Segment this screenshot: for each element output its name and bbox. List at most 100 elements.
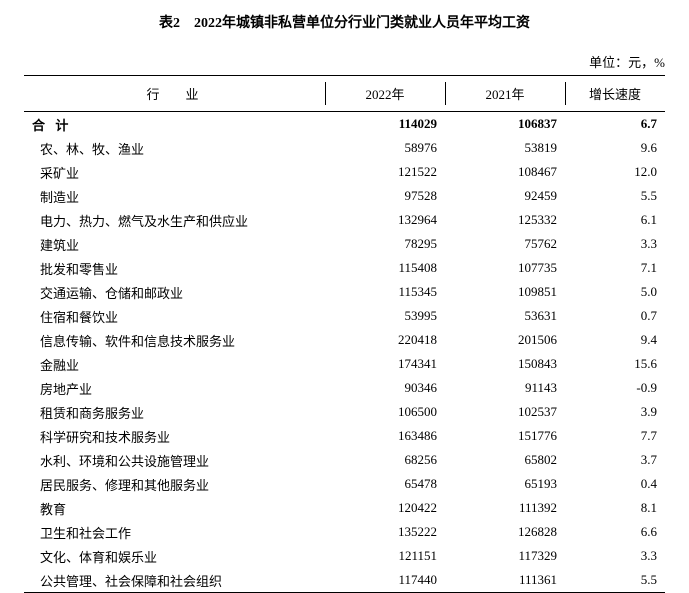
value-growth: 9.6	[565, 136, 665, 160]
value-2022: 53995	[325, 304, 445, 328]
industry-cell: 批发和零售业	[24, 256, 325, 280]
col-2021: 2021年	[445, 76, 565, 112]
table-row: 租赁和商务服务业1065001025373.9	[24, 400, 665, 424]
industry-cell: 居民服务、修理和其他服务业	[24, 472, 325, 496]
industry-cell: 电力、热力、燃气及水生产和供应业	[24, 208, 325, 232]
value-2022: 220418	[325, 328, 445, 352]
value-growth: 12.0	[565, 160, 665, 184]
value-growth: 3.3	[565, 232, 665, 256]
industry-cell: 公共管理、社会保障和社会组织	[24, 568, 325, 593]
value-growth: 3.7	[565, 448, 665, 472]
industry-cell: 卫生和社会工作	[24, 520, 325, 544]
value-2022: 97528	[325, 184, 445, 208]
table-row: 信息传输、软件和信息技术服务业2204182015069.4	[24, 328, 665, 352]
value-2021: 107735	[445, 256, 565, 280]
table-row: 住宿和餐饮业53995536310.7	[24, 304, 665, 328]
industry-cell: 水利、环境和公共设施管理业	[24, 448, 325, 472]
industry-cell: 金融业	[24, 352, 325, 376]
value-2021: 91143	[445, 376, 565, 400]
value-growth: 3.3	[565, 544, 665, 568]
value-2021: 75762	[445, 232, 565, 256]
value-growth: 6.1	[565, 208, 665, 232]
col-industry: 行业	[24, 76, 325, 112]
value-2021: 102537	[445, 400, 565, 424]
value-2022: 65478	[325, 472, 445, 496]
total-label: 合计	[24, 112, 325, 137]
table-row: 文化、体育和娱乐业1211511173293.3	[24, 544, 665, 568]
value-2021: 108467	[445, 160, 565, 184]
total-2022: 114029	[325, 112, 445, 137]
value-2021: 109851	[445, 280, 565, 304]
value-growth: 5.5	[565, 184, 665, 208]
industry-cell: 文化、体育和娱乐业	[24, 544, 325, 568]
value-growth: 7.1	[565, 256, 665, 280]
table-row: 卫生和社会工作1352221268286.6	[24, 520, 665, 544]
value-2021: 150843	[445, 352, 565, 376]
value-growth: 15.6	[565, 352, 665, 376]
value-growth: 8.1	[565, 496, 665, 520]
table-row: 农、林、牧、渔业58976538199.6	[24, 136, 665, 160]
value-2022: 121522	[325, 160, 445, 184]
value-growth: -0.9	[565, 376, 665, 400]
value-2022: 174341	[325, 352, 445, 376]
total-growth: 6.7	[565, 112, 665, 137]
value-growth: 5.5	[565, 568, 665, 593]
table-row: 采矿业12152210846712.0	[24, 160, 665, 184]
header-row: 行业 2022年 2021年 增长速度	[24, 76, 665, 112]
value-2022: 68256	[325, 448, 445, 472]
value-2021: 117329	[445, 544, 565, 568]
industry-cell: 科学研究和技术服务业	[24, 424, 325, 448]
value-2022: 163486	[325, 424, 445, 448]
value-2022: 120422	[325, 496, 445, 520]
total-2021: 106837	[445, 112, 565, 137]
value-2021: 53631	[445, 304, 565, 328]
total-row: 合计 114029 106837 6.7	[24, 112, 665, 137]
value-growth: 6.6	[565, 520, 665, 544]
industry-cell: 住宿和餐饮业	[24, 304, 325, 328]
table-row: 金融业17434115084315.6	[24, 352, 665, 376]
value-2022: 115345	[325, 280, 445, 304]
table-row: 交通运输、仓储和邮政业1153451098515.0	[24, 280, 665, 304]
value-2021: 111392	[445, 496, 565, 520]
value-2022: 121151	[325, 544, 445, 568]
table-title: 表2 2022年城镇非私营单位分行业门类就业人员年平均工资	[24, 12, 665, 32]
industry-cell: 房地产业	[24, 376, 325, 400]
industry-cell: 制造业	[24, 184, 325, 208]
value-2022: 78295	[325, 232, 445, 256]
table-row: 水利、环境和公共设施管理业68256658023.7	[24, 448, 665, 472]
value-growth: 0.4	[565, 472, 665, 496]
industry-cell: 租赁和商务服务业	[24, 400, 325, 424]
table-row: 科学研究和技术服务业1634861517767.7	[24, 424, 665, 448]
industry-cell: 采矿业	[24, 160, 325, 184]
value-2022: 90346	[325, 376, 445, 400]
value-2022: 106500	[325, 400, 445, 424]
value-2021: 126828	[445, 520, 565, 544]
value-2022: 135222	[325, 520, 445, 544]
industry-cell: 交通运输、仓储和邮政业	[24, 280, 325, 304]
value-2022: 132964	[325, 208, 445, 232]
unit-label: 单位：元，%	[24, 52, 665, 71]
value-growth: 9.4	[565, 328, 665, 352]
value-2021: 125332	[445, 208, 565, 232]
value-growth: 7.7	[565, 424, 665, 448]
industry-cell: 教育	[24, 496, 325, 520]
value-2021: 53819	[445, 136, 565, 160]
value-2022: 115408	[325, 256, 445, 280]
col-growth: 增长速度	[565, 76, 665, 112]
table-row: 电力、热力、燃气及水生产和供应业1329641253326.1	[24, 208, 665, 232]
wage-table: 行业 2022年 2021年 增长速度 合计 114029 106837 6.7…	[24, 75, 665, 593]
table-row: 教育1204221113928.1	[24, 496, 665, 520]
industry-cell: 农、林、牧、渔业	[24, 136, 325, 160]
value-growth: 5.0	[565, 280, 665, 304]
table-row: 居民服务、修理和其他服务业65478651930.4	[24, 472, 665, 496]
table-row: 批发和零售业1154081077357.1	[24, 256, 665, 280]
industry-cell: 信息传输、软件和信息技术服务业	[24, 328, 325, 352]
table-row: 公共管理、社会保障和社会组织1174401113615.5	[24, 568, 665, 593]
value-2021: 111361	[445, 568, 565, 593]
value-2021: 65193	[445, 472, 565, 496]
table-row: 房地产业9034691143-0.9	[24, 376, 665, 400]
table-row: 建筑业78295757623.3	[24, 232, 665, 256]
value-2021: 65802	[445, 448, 565, 472]
value-2021: 92459	[445, 184, 565, 208]
value-2022: 58976	[325, 136, 445, 160]
